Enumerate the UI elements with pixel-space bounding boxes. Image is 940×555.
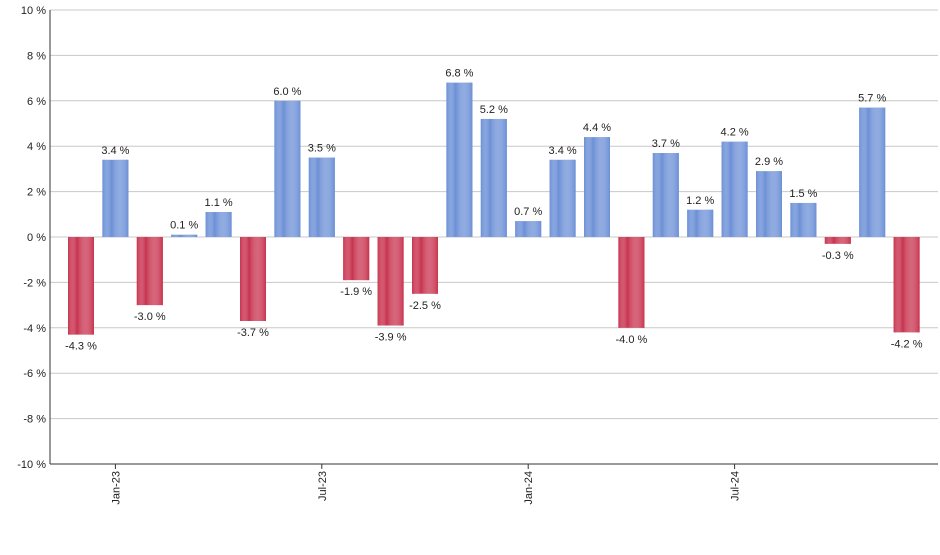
bar-shade bbox=[859, 107, 886, 237]
y-tick-label: -2 % bbox=[23, 277, 46, 289]
y-tick-label: 6 % bbox=[27, 96, 46, 108]
value-label: -3.0 % bbox=[134, 311, 166, 323]
value-label: 0.7 % bbox=[514, 206, 542, 218]
x-tick-label: Jan-23 bbox=[110, 471, 122, 505]
x-tick-label: Jul-24 bbox=[730, 471, 742, 501]
bar-shade bbox=[721, 141, 748, 237]
bar-shade bbox=[584, 137, 610, 237]
value-label: 5.7 % bbox=[858, 93, 886, 105]
y-tick-label: 10 % bbox=[21, 5, 46, 17]
bar-shade bbox=[377, 237, 404, 326]
value-label: 4.4 % bbox=[583, 122, 611, 134]
value-label: 4.2 % bbox=[721, 127, 749, 139]
y-tick-label: -8 % bbox=[23, 414, 46, 426]
value-label: 2.9 % bbox=[755, 156, 783, 168]
bar-shade bbox=[446, 82, 473, 237]
value-label: 3.7 % bbox=[652, 138, 680, 150]
value-label: -3.9 % bbox=[375, 332, 407, 344]
value-label: -2.5 % bbox=[409, 300, 441, 312]
value-label: 1.2 % bbox=[686, 195, 714, 207]
bar-shade bbox=[790, 202, 817, 237]
bar-shade bbox=[205, 212, 232, 237]
bar-shade bbox=[274, 100, 301, 237]
bar-shade bbox=[308, 157, 335, 237]
bar-shade bbox=[893, 237, 920, 333]
value-label: -4.2 % bbox=[891, 338, 923, 350]
bar-shade bbox=[171, 234, 198, 237]
value-label: 0.1 % bbox=[170, 220, 198, 232]
value-label: 6.8 % bbox=[445, 68, 473, 80]
bar-shade bbox=[68, 237, 94, 335]
value-label: -1.9 % bbox=[340, 286, 372, 298]
bar-shade bbox=[515, 221, 542, 237]
bar-shade bbox=[343, 237, 370, 281]
value-label: 5.2 % bbox=[480, 104, 508, 116]
bar-shade bbox=[240, 237, 266, 321]
bar-shade bbox=[652, 153, 679, 237]
y-tick-label: 4 % bbox=[27, 141, 46, 153]
value-label: 3.5 % bbox=[308, 143, 336, 155]
bar-shade bbox=[824, 237, 851, 244]
bar-shade bbox=[480, 118, 507, 237]
bar-shade bbox=[756, 171, 782, 237]
bar-shade bbox=[102, 159, 129, 237]
y-tick-label: -6 % bbox=[23, 368, 46, 380]
value-label: -3.7 % bbox=[237, 327, 269, 339]
value-label: -4.0 % bbox=[616, 334, 648, 346]
y-tick-label: 2 % bbox=[27, 187, 46, 199]
value-label: -0.3 % bbox=[822, 250, 854, 262]
value-label: 1.5 % bbox=[789, 188, 817, 200]
bar-shade bbox=[549, 159, 576, 237]
y-tick-label: 8 % bbox=[27, 50, 46, 62]
x-tick-label: Jul-23 bbox=[317, 471, 329, 501]
y-tick-label: 0 % bbox=[27, 232, 46, 244]
x-tick-label: Jan-24 bbox=[523, 471, 535, 505]
value-label: 1.1 % bbox=[205, 197, 233, 209]
y-tick-label: -4 % bbox=[23, 323, 46, 335]
bar-shade bbox=[687, 209, 714, 237]
y-tick-label: -10 % bbox=[17, 459, 46, 471]
bar-shade bbox=[412, 237, 438, 294]
bar-shade bbox=[618, 237, 645, 328]
value-label: -4.3 % bbox=[65, 341, 97, 353]
value-label: 3.4 % bbox=[101, 145, 129, 157]
value-label: 3.4 % bbox=[549, 145, 577, 157]
value-label: 6.0 % bbox=[273, 86, 301, 98]
bar-shade bbox=[136, 237, 163, 306]
